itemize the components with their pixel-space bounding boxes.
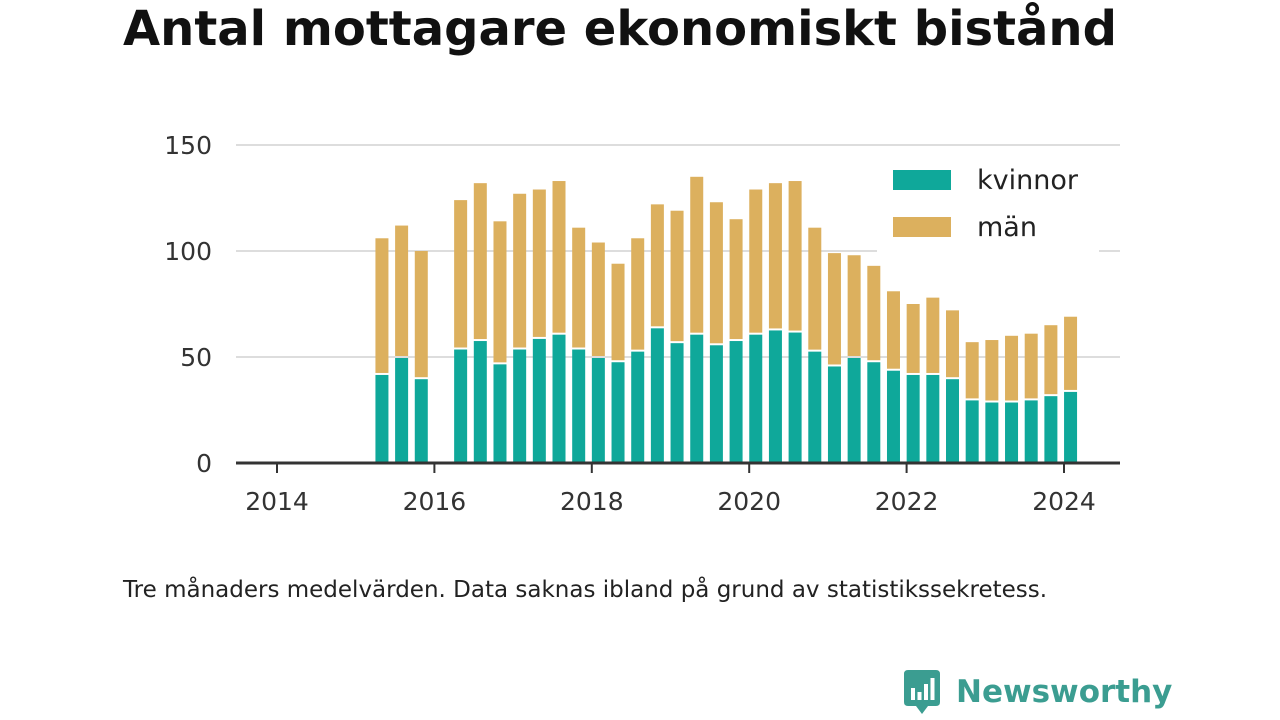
bar-man	[749, 189, 763, 333]
bar-kvinnor	[1064, 391, 1078, 463]
bar-kvinnor	[965, 400, 979, 463]
legend-label: män	[977, 212, 1037, 243]
y-tick-label: 50	[180, 343, 212, 372]
bar-man	[985, 340, 999, 401]
bar-kvinnor	[906, 374, 920, 463]
bar-man	[473, 183, 487, 340]
bar-man	[532, 189, 546, 337]
bar-man	[631, 238, 645, 350]
bar-kvinnor	[867, 362, 881, 463]
bar-kvinnor	[552, 334, 566, 463]
bar-man	[768, 183, 782, 329]
bar-kvinnor	[670, 343, 684, 463]
bar-kvinnor	[886, 370, 900, 463]
bar-man	[395, 225, 409, 356]
x-tick-label: 2020	[717, 487, 781, 516]
bar-kvinnor	[493, 364, 507, 463]
bar-kvinnor	[926, 374, 940, 463]
y-tick-label: 150	[164, 131, 212, 160]
bar-man	[611, 263, 625, 361]
bar-kvinnor	[808, 351, 822, 463]
bar-kvinnor	[788, 332, 802, 463]
bar-man	[1005, 335, 1019, 401]
bar-kvinnor	[473, 341, 487, 463]
bar-man	[946, 310, 960, 378]
bar-kvinnor	[1024, 400, 1038, 463]
x-axis: 2014 2016 2018 2020 2022 2024	[236, 461, 1120, 516]
brand-logo: Newsworthy	[902, 668, 1172, 716]
legend-swatch	[893, 170, 951, 190]
bar-man	[414, 251, 428, 378]
y-tick-label: 0	[196, 449, 212, 478]
bar-man	[867, 265, 881, 361]
bar-kvinnor	[414, 379, 428, 463]
legend-swatch	[893, 217, 951, 237]
bar-kvinnor	[768, 330, 782, 463]
bar-kvinnor	[690, 334, 704, 463]
bar-kvinnor	[749, 334, 763, 463]
y-axis: 0 50 100 150	[164, 131, 212, 478]
bar-man	[965, 342, 979, 399]
bars	[375, 176, 1078, 463]
bar-man	[670, 210, 684, 342]
chart-caption: Tre månaders medelvärden. Data saknas ib…	[123, 577, 1048, 603]
bar-kvinnor	[513, 349, 527, 463]
x-tick-label: 2024	[1032, 487, 1096, 516]
bar-man	[847, 255, 861, 356]
bar-man	[1044, 325, 1058, 395]
bar-kvinnor	[454, 349, 468, 463]
bar-kvinnor	[946, 379, 960, 463]
bar-man	[552, 181, 566, 333]
bar-kvinnor	[532, 338, 546, 463]
bar-man	[729, 219, 743, 340]
x-tick-label: 2014	[245, 487, 309, 516]
bar-man	[572, 227, 586, 348]
bar-man	[1024, 333, 1038, 399]
page-title: Antal mottagare ekonomiskt bistånd	[123, 1, 1117, 57]
bar-man	[1064, 316, 1078, 390]
x-tick-label: 2018	[560, 487, 624, 516]
bar-kvinnor	[650, 328, 664, 463]
bar-man	[650, 204, 664, 327]
bar-kvinnor	[827, 366, 841, 463]
bar-man	[375, 238, 389, 373]
bar-kvinnor	[375, 374, 389, 463]
bar-man	[788, 181, 802, 331]
bar-kvinnor	[1005, 402, 1019, 463]
bar-man	[690, 176, 704, 333]
bar-kvinnor	[631, 351, 645, 463]
bar-kvinnor	[847, 358, 861, 463]
brand-name: Newsworthy	[956, 674, 1173, 710]
bar-man	[513, 193, 527, 348]
newsworthy-logo-icon	[904, 670, 940, 714]
bar-man	[709, 202, 723, 344]
bar-kvinnor	[709, 345, 723, 463]
legend: kvinnor män	[877, 160, 1099, 254]
bar-man	[827, 253, 841, 365]
bar-kvinnor	[572, 349, 586, 463]
legend-label: kvinnor	[977, 165, 1079, 196]
bar-man	[808, 227, 822, 350]
bar-kvinnor	[395, 358, 409, 463]
bar-kvinnor	[1044, 396, 1058, 463]
bar-kvinnor	[985, 402, 999, 463]
bar-man	[886, 291, 900, 369]
y-tick-label: 100	[164, 237, 212, 266]
bar-man	[454, 200, 468, 348]
bar-kvinnor	[729, 341, 743, 463]
bar-kvinnor	[591, 358, 605, 463]
bar-kvinnor	[611, 362, 625, 463]
bar-man	[591, 242, 605, 356]
bar-man	[906, 304, 920, 373]
x-tick-label: 2016	[403, 487, 467, 516]
bar-man	[926, 297, 940, 373]
x-tick-label: 2022	[875, 487, 939, 516]
bar-man	[493, 221, 507, 363]
